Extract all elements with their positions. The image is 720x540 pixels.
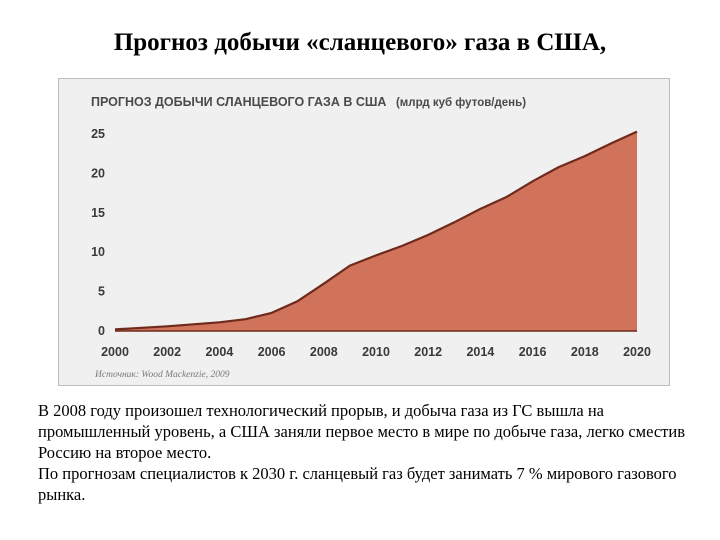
chart-title-text: ПРОГНОЗ ДОБЫЧИ СЛАНЦЕВОГО ГАЗА В США xyxy=(91,95,386,109)
y-tick-label-25: 25 xyxy=(91,127,105,141)
x-tick-label-2006: 2006 xyxy=(258,345,286,359)
plot-area xyxy=(114,130,638,332)
caption-paragraph-1: В 2008 году произошел технологический пр… xyxy=(38,401,685,462)
x-tick-label-2002: 2002 xyxy=(153,345,181,359)
x-tick-label-2008: 2008 xyxy=(310,345,338,359)
caption-paragraph-2: По прогнозам специалистов к 2030 г. слан… xyxy=(38,464,677,504)
y-tick-label-20: 20 xyxy=(91,166,105,180)
caption: В 2008 году произошел технологический пр… xyxy=(38,400,708,505)
series-area xyxy=(115,131,637,331)
x-tick-label-2020: 2020 xyxy=(623,345,651,359)
chart-panel: ПРОГНОЗ ДОБЫЧИ СЛАНЦЕВОГО ГАЗА В США (мл… xyxy=(58,78,670,386)
y-tick-label-0: 0 xyxy=(98,324,105,338)
shale-gas-area-chart: ПРОГНОЗ ДОБЫЧИ СЛАНЦЕВОГО ГАЗА В США (мл… xyxy=(59,79,669,385)
chart-source: Источник: Wood Mackenzie, 2009 xyxy=(94,370,230,380)
x-tick-label-2014: 2014 xyxy=(466,345,494,359)
x-tick-label-2016: 2016 xyxy=(519,345,547,359)
y-tick-label-5: 5 xyxy=(98,285,105,299)
chart-title: ПРОГНОЗ ДОБЫЧИ СЛАНЦЕВОГО ГАЗА В США (мл… xyxy=(91,95,526,109)
y-tick-label-10: 10 xyxy=(91,245,105,259)
x-tick-label-2004: 2004 xyxy=(205,345,233,359)
slide-title: Прогноз добычи «сланцевого» газа в США, xyxy=(113,29,607,56)
x-axis-ticks: 2000 2002 2004 2006 2008 2010 2012 2014 2016 2018… xyxy=(101,345,651,359)
x-tick-label-2010: 2010 xyxy=(362,345,390,359)
x-tick-label-2000: 2000 xyxy=(101,345,129,359)
chart-unit: (млрд куб футов/день) xyxy=(396,97,526,109)
series-line xyxy=(114,130,638,331)
x-tick-label-2018: 2018 xyxy=(571,345,599,359)
y-tick-label-15: 15 xyxy=(91,206,105,220)
y-axis-ticks: 0 5 10 15 20 25 xyxy=(91,127,105,338)
x-tick-label-2012: 2012 xyxy=(414,345,442,359)
